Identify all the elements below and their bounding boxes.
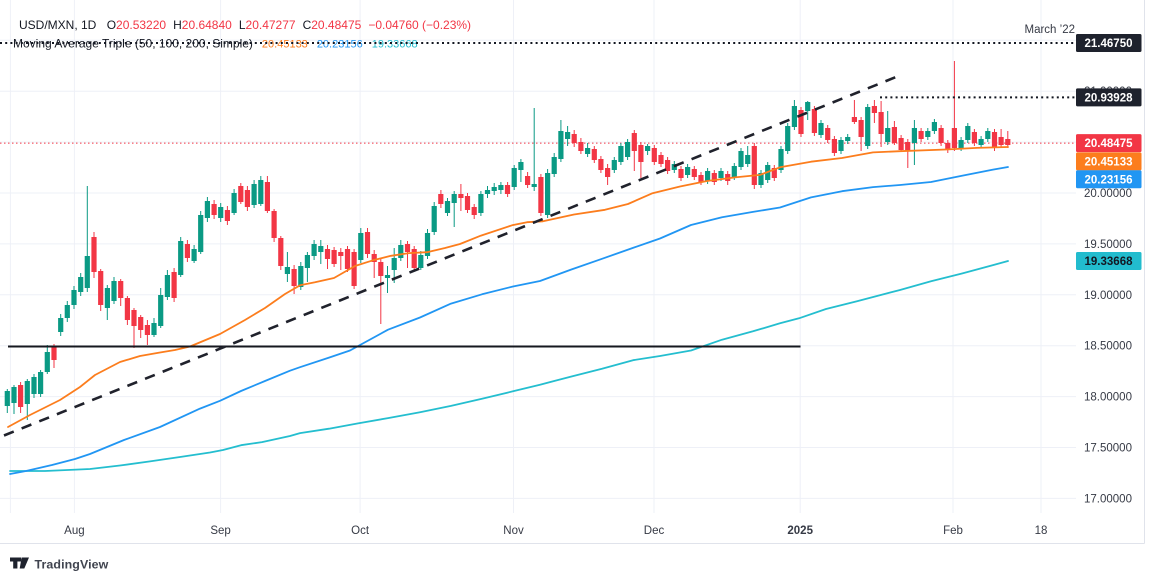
svg-text:Sep: Sep (210, 525, 230, 537)
svg-text:21.46750: 21.46750 (1085, 38, 1133, 50)
svg-text:19.50000: 19.50000 (1084, 239, 1132, 251)
svg-text:20.23156: 20.23156 (1085, 174, 1133, 186)
svg-text:Dec: Dec (644, 525, 665, 537)
svg-text:19.33668: 19.33668 (1085, 256, 1134, 268)
svg-text:17.50000: 17.50000 (1084, 443, 1132, 455)
svg-text:Oct: Oct (351, 525, 370, 537)
svg-text:18: 18 (1035, 525, 1048, 537)
svg-text:TradingView: TradingView (35, 558, 109, 572)
svg-text:Aug: Aug (64, 525, 84, 537)
svg-text:Nov: Nov (503, 525, 524, 537)
svg-text:2025: 2025 (787, 525, 813, 537)
svg-text:20.48475: 20.48475 (1085, 138, 1134, 150)
svg-text:18.00000: 18.00000 (1084, 392, 1132, 404)
svg-text:March ’22: March ’22 (1025, 24, 1076, 36)
svg-text:20.45133: 20.45133 (1085, 156, 1133, 168)
svg-text:20.93928: 20.93928 (1085, 92, 1134, 104)
svg-text:19.00000: 19.00000 (1084, 290, 1132, 302)
svg-text:18.50000: 18.50000 (1084, 341, 1132, 353)
svg-text:Moving Average Triple (50, 100: Moving Average Triple (50, 100, 200, Sim… (13, 37, 418, 51)
svg-text:Feb: Feb (943, 525, 963, 537)
svg-text:20.00000: 20.00000 (1084, 188, 1132, 200)
svg-text:17.00000: 17.00000 (1084, 493, 1132, 505)
